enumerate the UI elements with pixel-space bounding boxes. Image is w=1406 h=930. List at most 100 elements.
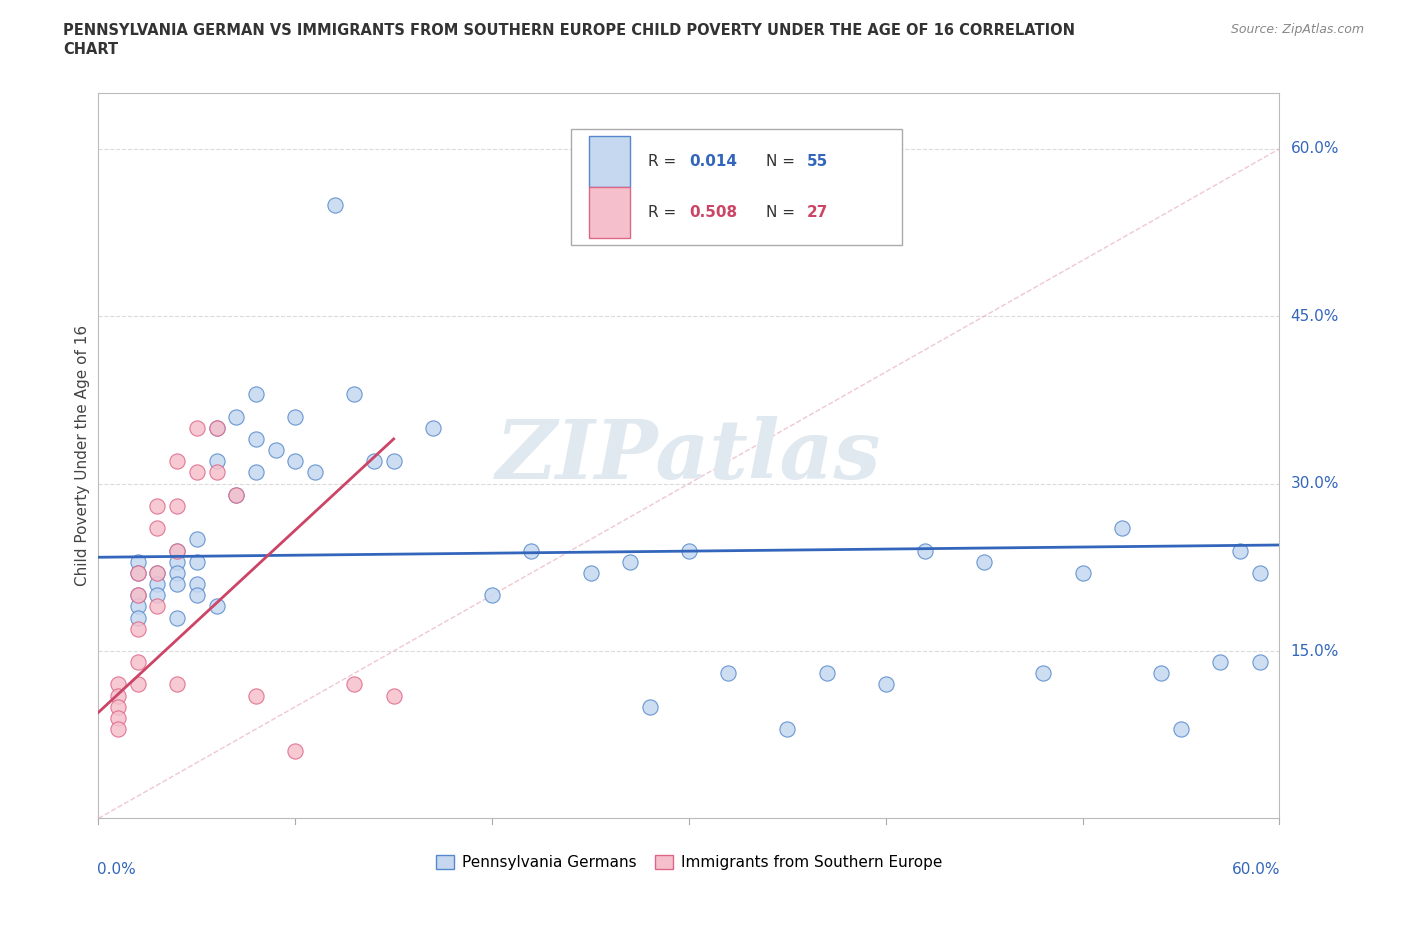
Point (264, 443, 287, 458)
Text: ZIPatlas: ZIPatlas (496, 416, 882, 496)
Point (914, 543, 936, 558)
Point (1249, 655, 1271, 670)
Point (382, 454, 405, 469)
Point (225, 409, 247, 424)
Text: 15.0%: 15.0% (1291, 644, 1339, 658)
Point (619, 554, 641, 569)
Point (205, 465, 228, 480)
Point (1249, 565, 1271, 580)
Text: N =: N = (766, 154, 800, 169)
Point (127, 554, 149, 569)
Point (875, 677, 897, 692)
FancyBboxPatch shape (589, 188, 630, 238)
Text: 0.014: 0.014 (689, 154, 737, 169)
Point (127, 621, 149, 636)
Point (127, 655, 149, 670)
Text: 45.0%: 45.0% (1291, 309, 1339, 324)
Point (146, 588, 169, 603)
FancyBboxPatch shape (571, 129, 901, 246)
Point (127, 610, 149, 625)
Point (245, 465, 267, 480)
Point (127, 588, 149, 603)
Point (127, 677, 149, 692)
Point (1229, 543, 1251, 558)
Point (579, 565, 602, 580)
Point (205, 454, 228, 469)
Point (166, 565, 188, 580)
Point (1170, 722, 1192, 737)
Point (245, 688, 267, 703)
Point (127, 565, 149, 580)
Legend: Pennsylvania Germans, Immigrants from Southern Europe: Pennsylvania Germans, Immigrants from So… (430, 849, 948, 876)
Text: 27: 27 (807, 206, 828, 220)
Point (107, 688, 129, 703)
Point (1150, 666, 1173, 681)
Point (146, 577, 169, 591)
Point (1032, 666, 1054, 681)
Point (973, 554, 995, 569)
Point (146, 498, 169, 513)
Text: 60.0%: 60.0% (1291, 141, 1339, 156)
Point (815, 666, 838, 681)
Point (186, 465, 208, 480)
Text: 60.0%: 60.0% (1232, 862, 1281, 877)
Point (205, 420, 228, 435)
Point (323, 197, 346, 212)
Point (481, 588, 503, 603)
Point (166, 577, 188, 591)
Point (166, 610, 188, 625)
Point (186, 577, 208, 591)
Point (107, 677, 129, 692)
Point (776, 722, 799, 737)
Point (186, 420, 208, 435)
Point (225, 487, 247, 502)
Point (382, 688, 405, 703)
Point (146, 521, 169, 536)
Point (678, 543, 700, 558)
Point (205, 420, 228, 435)
Point (107, 722, 129, 737)
Point (107, 711, 129, 725)
Point (166, 677, 188, 692)
Point (166, 454, 188, 469)
Point (284, 454, 307, 469)
Point (146, 565, 169, 580)
Y-axis label: Child Poverty Under the Age of 16: Child Poverty Under the Age of 16 (75, 326, 90, 586)
Point (284, 744, 307, 759)
Point (343, 677, 366, 692)
Point (717, 666, 740, 681)
Text: 0.508: 0.508 (689, 206, 737, 220)
Point (127, 565, 149, 580)
Point (520, 543, 543, 558)
Point (225, 487, 247, 502)
Text: N =: N = (766, 206, 800, 220)
Text: CHART: CHART (63, 42, 118, 57)
Text: R =: R = (648, 154, 681, 169)
Text: 55: 55 (807, 154, 828, 169)
FancyBboxPatch shape (589, 137, 630, 187)
Point (1071, 565, 1094, 580)
Text: 0.0%: 0.0% (97, 862, 136, 877)
Point (166, 554, 188, 569)
Point (1209, 655, 1232, 670)
Point (1111, 521, 1133, 536)
Point (638, 699, 661, 714)
Point (166, 543, 188, 558)
Point (343, 387, 366, 402)
Text: R =: R = (648, 206, 681, 220)
Point (245, 387, 267, 402)
Point (166, 498, 188, 513)
Point (186, 532, 208, 547)
Point (304, 465, 326, 480)
Point (127, 588, 149, 603)
Point (422, 420, 444, 435)
Point (245, 432, 267, 446)
Point (205, 599, 228, 614)
Point (146, 565, 169, 580)
Point (186, 554, 208, 569)
Point (107, 699, 129, 714)
Point (363, 454, 385, 469)
Point (146, 599, 169, 614)
Point (166, 543, 188, 558)
Text: PENNSYLVANIA GERMAN VS IMMIGRANTS FROM SOUTHERN EUROPE CHILD POVERTY UNDER THE A: PENNSYLVANIA GERMAN VS IMMIGRANTS FROM S… (63, 23, 1076, 38)
